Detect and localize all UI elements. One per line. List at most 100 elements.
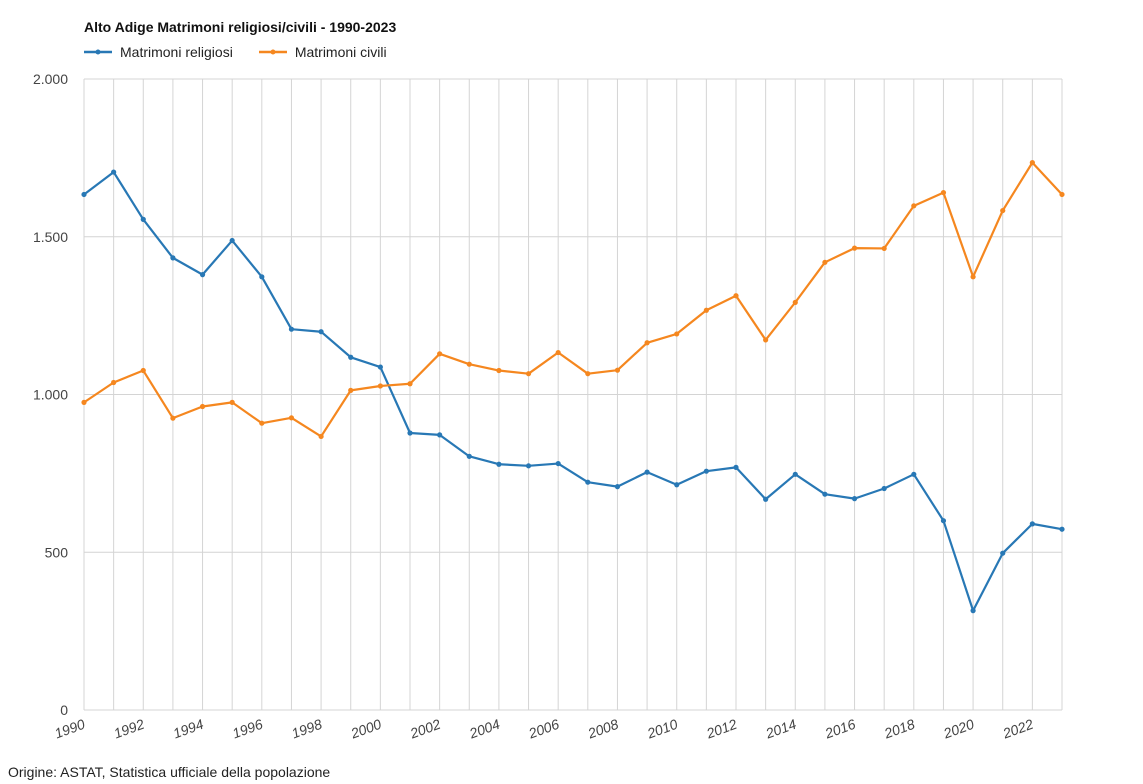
data-point [199, 403, 206, 410]
data-point [437, 351, 443, 357]
data-point [496, 461, 502, 467]
data-point [140, 367, 146, 374]
data-point [644, 340, 650, 346]
data-point [81, 399, 87, 405]
data-point [881, 245, 887, 252]
x-tick-label: 2016 [822, 716, 858, 742]
legend-item-religiosi: Matrimoni religiosi [84, 44, 233, 60]
data-point [525, 371, 532, 377]
data-point [703, 468, 709, 474]
data-point [140, 216, 146, 222]
data-point [407, 430, 413, 436]
data-point [1000, 207, 1006, 214]
data-point [1059, 526, 1065, 532]
data-point [911, 471, 917, 477]
data-point [318, 433, 324, 440]
x-tick-label: 2018 [881, 716, 917, 742]
data-point [851, 496, 858, 502]
data-point [585, 371, 591, 377]
data-point [288, 415, 295, 421]
data-point [348, 354, 354, 360]
data-point [170, 255, 176, 261]
data-point [229, 237, 235, 244]
data-point [1059, 191, 1065, 198]
y-tick-label: 2.000 [33, 71, 68, 87]
data-point [1029, 521, 1035, 527]
x-tick-label: 2020 [940, 716, 976, 742]
chart-title: Alto Adige Matrimoni religiosi/civili - … [84, 19, 397, 35]
data-point [881, 485, 887, 492]
data-point [496, 367, 502, 374]
data-point [437, 432, 443, 438]
y-tick-label: 500 [45, 544, 69, 560]
legend-item-civili: Matrimoni civili [258, 44, 387, 60]
source-note: Origine: ASTAT, Statistica ufficiale del… [8, 764, 331, 780]
x-tick-label: 2014 [763, 716, 799, 742]
data-point [348, 387, 354, 393]
y-tick-label: 1.000 [33, 387, 68, 403]
data-point [288, 326, 295, 332]
data-point [970, 608, 976, 614]
data-point [644, 469, 650, 475]
chart-legend: Matrimoni religiosi Matrimoni civili [84, 44, 387, 60]
data-point [822, 491, 828, 497]
data-point [259, 274, 265, 280]
data-point [733, 464, 739, 470]
x-tick-label: 1992 [112, 716, 147, 742]
y-tick-label: 0 [60, 702, 68, 718]
data-point [466, 453, 472, 459]
x-tick-label: 2006 [526, 716, 562, 742]
data-point [763, 496, 769, 502]
data-point [763, 337, 769, 343]
data-point [792, 471, 798, 477]
data-point [1029, 160, 1035, 166]
data-point [170, 415, 176, 421]
x-tick-label: 1998 [289, 716, 324, 742]
x-tick-label: 2008 [585, 716, 621, 742]
data-point [674, 482, 680, 488]
x-tick-label: 2022 [1000, 716, 1036, 742]
x-tick-label: 1996 [230, 716, 265, 742]
data-point [851, 245, 858, 251]
data-point [940, 518, 947, 524]
y-tick-label: 1.500 [33, 229, 68, 245]
data-point [703, 307, 709, 313]
data-point [111, 379, 117, 386]
legend-swatch-civili [258, 49, 287, 55]
data-point [733, 293, 739, 299]
data-point [585, 479, 591, 485]
data-point [81, 191, 87, 198]
x-tick-label: 2012 [703, 716, 739, 742]
data-point [229, 399, 235, 405]
data-point [466, 361, 472, 367]
series-line-1 [82, 161, 1064, 438]
data-point [199, 272, 206, 278]
legend-label-civili: Matrimoni civili [294, 44, 387, 60]
data-point [525, 463, 532, 469]
data-point [555, 460, 561, 467]
data-point [822, 259, 828, 265]
data-point [1000, 550, 1006, 556]
data-point [377, 364, 383, 370]
data-point [970, 274, 976, 280]
data-point [111, 169, 117, 175]
data-point [614, 367, 621, 373]
x-tick-label: 2002 [407, 716, 443, 742]
data-point [555, 349, 561, 356]
x-tick-label: 1990 [52, 716, 87, 742]
data-point [259, 420, 265, 426]
data-point [377, 383, 383, 389]
data-point [407, 381, 413, 387]
data-point [614, 484, 621, 490]
data-point [940, 189, 947, 196]
x-tick-label: 2004 [466, 716, 502, 742]
legend-label-religiosi: Matrimoni religiosi [120, 44, 233, 60]
data-point [318, 329, 324, 335]
x-tick-label: 2000 [348, 716, 384, 742]
data-point [674, 331, 680, 337]
data-point [792, 299, 798, 305]
data-point [911, 203, 917, 209]
series-line-0 [82, 170, 1064, 612]
legend-swatch-religiosi [84, 49, 112, 55]
